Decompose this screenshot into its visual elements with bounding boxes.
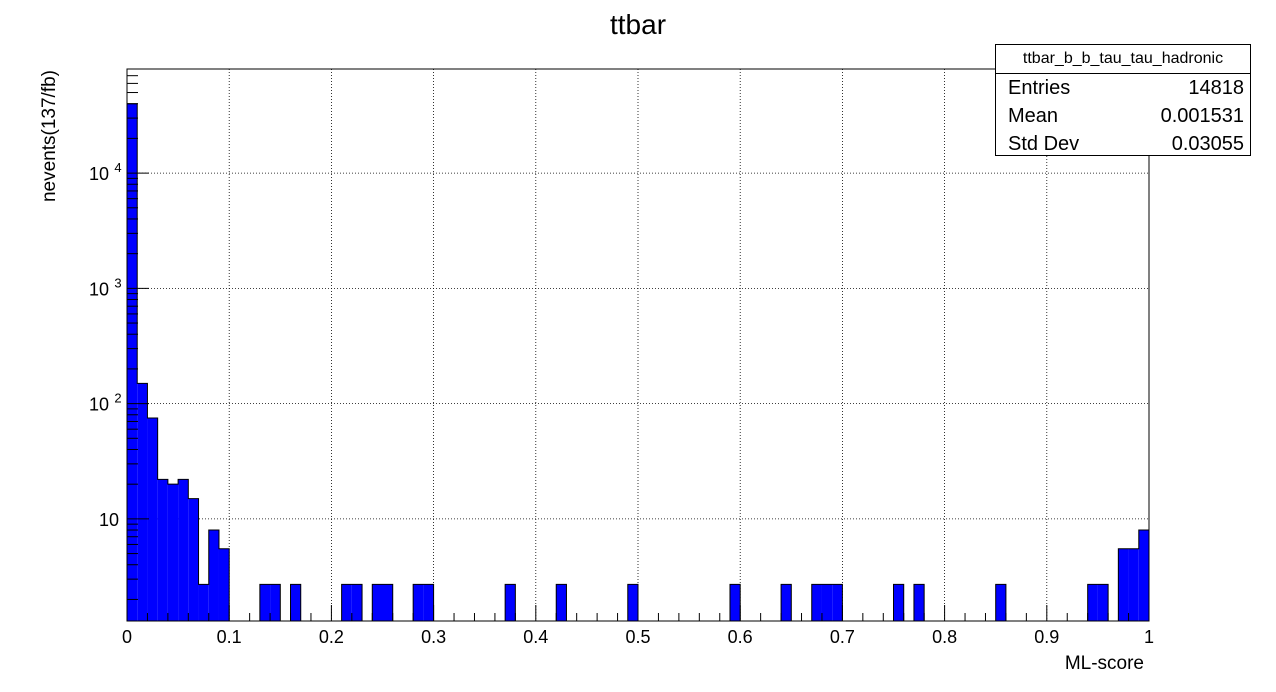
stats-std-value: 0.03055 [1171, 133, 1244, 155]
y-tick-exponent: 2 [114, 391, 121, 406]
histogram-bar [556, 584, 567, 621]
histogram-bar [1097, 584, 1109, 621]
y-tick-label: 10 [89, 164, 109, 184]
stats-mean-row: Mean 0.001531 [996, 102, 1250, 130]
histogram-bar [270, 584, 281, 621]
stats-box: ttbar_b_b_tau_tau_hadronic Entries 14818… [995, 44, 1251, 156]
stats-histogram-name: ttbar_b_b_tau_tau_hadronic [996, 45, 1250, 74]
histogram-bar [995, 584, 1006, 621]
y-tick-label: 10 [99, 510, 119, 530]
x-tick-label: 1 [1144, 627, 1154, 647]
histogram-bar [505, 584, 516, 621]
histogram-bar [729, 584, 741, 621]
x-tick-label: 0.7 [830, 627, 855, 647]
y-tick-label: 10 [89, 395, 109, 415]
x-tick-label: 0.6 [728, 627, 753, 647]
x-tick-label: 0 [122, 627, 132, 647]
histogram-bar [893, 584, 904, 621]
histogram-bar [781, 584, 792, 621]
histogram-bar [832, 584, 843, 621]
histogram-bar [341, 584, 352, 621]
histogram-bar [259, 584, 271, 621]
x-tick-label: 0.3 [421, 627, 446, 647]
y-tick-label: 10 [89, 279, 109, 299]
x-tick-label: 0.8 [932, 627, 957, 647]
grid-lines [127, 69, 1149, 621]
histogram-bar [1118, 548, 1129, 621]
x-tick-label: 0.2 [319, 627, 344, 647]
histogram-bar [147, 418, 158, 621]
x-tick-label: 0.9 [1034, 627, 1059, 647]
chart-title: ttbar [610, 9, 666, 40]
axis-ticks [126, 68, 1150, 621]
histogram-bars [126, 103, 1150, 621]
x-tick-labels: 0 0.1 0.2 0.3 0.4 0.5 0.6 0.7 0.8 0.9 1 [122, 627, 1154, 647]
histogram-bar [627, 584, 638, 621]
histogram-bar [1138, 530, 1149, 621]
histogram-bar [1128, 548, 1139, 621]
histogram-bar [167, 484, 179, 621]
y-tick-exponent: 3 [114, 275, 121, 290]
stats-entries-row: Entries 14818 [996, 74, 1250, 102]
histogram-bar [372, 584, 383, 621]
x-axis-label: ML-score [1065, 653, 1144, 674]
stats-mean-value: 0.001531 [1160, 105, 1244, 127]
histogram-bar [137, 383, 148, 621]
stats-mean-label: Mean [1008, 105, 1059, 127]
histogram-bar [913, 584, 925, 621]
histogram-bar [127, 103, 138, 621]
histogram-bar [821, 584, 833, 621]
histogram-bar [208, 530, 219, 621]
x-tick-label: 0.5 [625, 627, 650, 647]
histogram-bar [218, 548, 230, 621]
x-tick-label: 0.1 [217, 627, 242, 647]
x-tick-label: 0.4 [523, 627, 548, 647]
histogram-bar [198, 584, 209, 621]
y-tick-labels: 10 10 2 10 3 10 4 [89, 160, 122, 530]
histogram-bar [423, 584, 434, 621]
stats-entries-value: 14818 [1188, 77, 1244, 99]
histogram-bar [157, 479, 168, 621]
histogram-bar [1087, 584, 1098, 621]
histogram-bar [811, 584, 822, 621]
histogram-outline [126, 103, 1150, 621]
histogram-bar [413, 584, 424, 621]
y-axis-label: nevents(137/fb) [39, 70, 60, 202]
y-tick-exponent: 4 [114, 160, 121, 175]
stats-std-label: Std Dev [1008, 133, 1080, 155]
histogram-bar [290, 584, 301, 621]
histogram-bar [351, 584, 363, 621]
stats-std-row: Std Dev 0.03055 [996, 130, 1250, 158]
stats-entries-label: Entries [1008, 77, 1071, 99]
histogram-bar [178, 479, 189, 621]
histogram-bar [188, 498, 199, 621]
histogram-bar [382, 584, 393, 621]
